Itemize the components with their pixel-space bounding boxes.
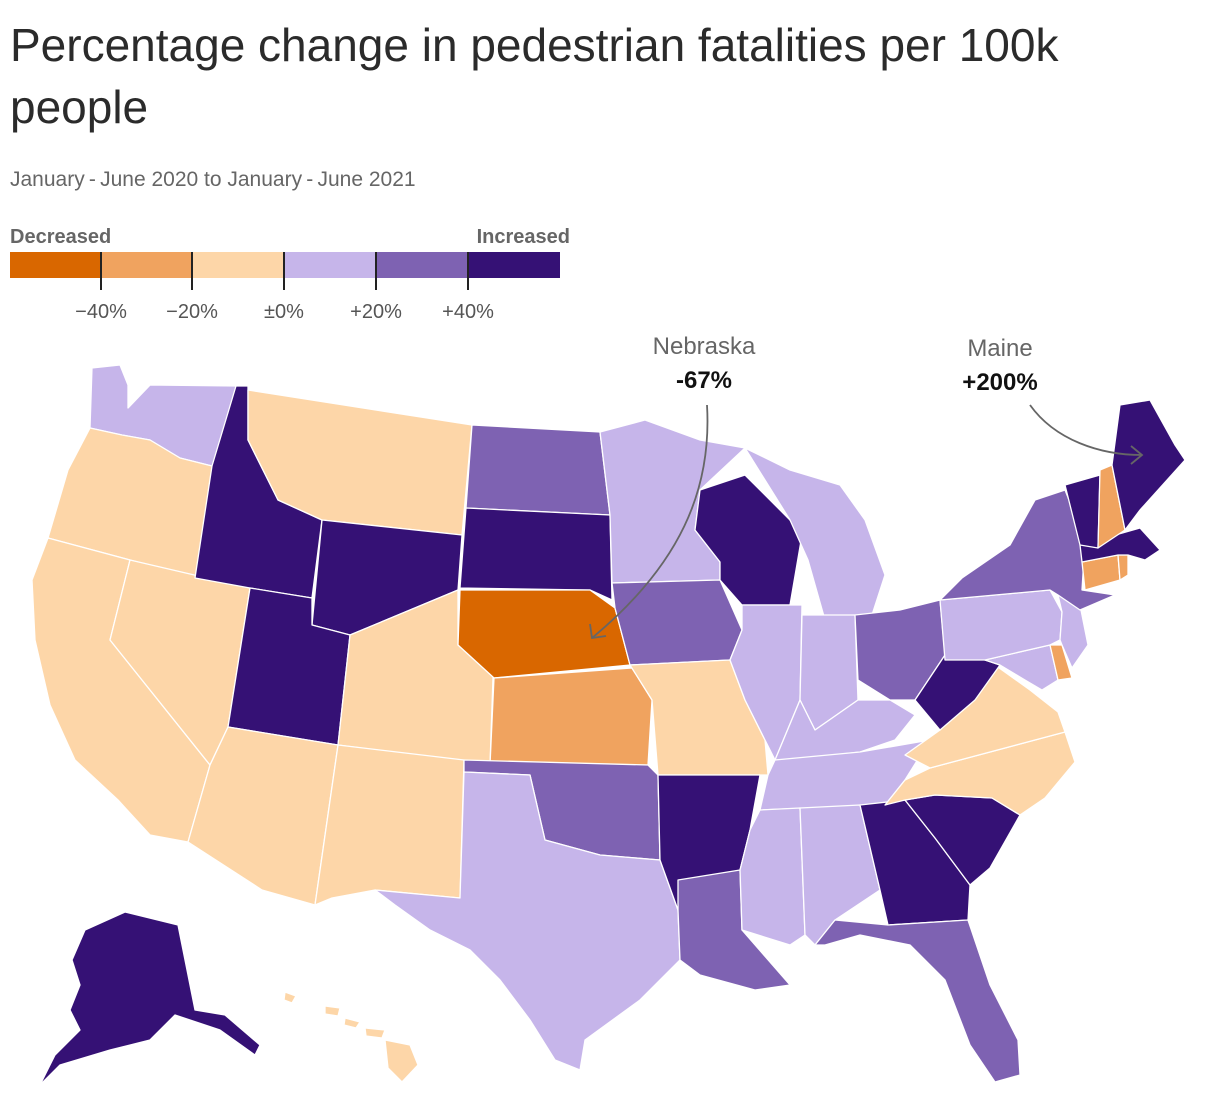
legend-tick-mark	[100, 252, 102, 290]
legend-color-bar	[10, 252, 561, 278]
nebraska-callout-name: Nebraska	[653, 333, 756, 360]
nebraska-callout-value: -67%	[676, 367, 732, 394]
maine-callout-value: +200%	[962, 369, 1037, 396]
nebraska-callout-arrow	[591, 404, 709, 639]
nebraska-callout: Nebraska -67%	[589, 333, 756, 640]
chart-title: Percentage change in pedestrian fataliti…	[10, 19, 1059, 133]
state-nm[interactable]	[314, 744, 465, 906]
state-ri[interactable]	[1117, 554, 1129, 581]
state-ne[interactable]	[457, 589, 631, 679]
state-nc[interactable]	[884, 731, 1076, 816]
state-ny[interactable]	[939, 489, 1116, 611]
legend-tick-label: ±0%	[264, 301, 304, 323]
legend-tick-mark	[283, 252, 285, 290]
legend-swatch-3	[193, 252, 286, 278]
state-sd[interactable]	[459, 507, 613, 601]
legend-tick-label: −20%	[166, 301, 218, 323]
legend-swatch-5	[376, 252, 469, 278]
nebraska-callout-arrowhead	[589, 623, 607, 640]
legend-tick-label: −40%	[75, 301, 127, 323]
state-me[interactable]	[1111, 399, 1186, 531]
maine-callout: Maine +200%	[962, 335, 1144, 465]
legend-swatch-1	[10, 252, 102, 278]
state-tx[interactable]	[374, 771, 681, 1071]
legend-swatch-4	[285, 252, 377, 278]
state-ia[interactable]	[611, 579, 743, 666]
maine-callout-arrow	[1029, 404, 1143, 456]
legend-tick-label: +20%	[350, 301, 402, 323]
state-nd[interactable]	[465, 424, 611, 516]
state-hi[interactable]	[283, 991, 419, 1083]
legend-swatch-6	[468, 252, 561, 278]
legend-swatch-2	[101, 252, 194, 278]
legend-low-label: Decreased	[10, 226, 112, 248]
legend-high-label: Increased	[476, 226, 570, 248]
maine-callout-arrowhead	[1130, 445, 1144, 465]
maine-callout-name: Maine	[967, 335, 1032, 362]
state-pa[interactable]	[939, 589, 1063, 661]
legend-tick-mark	[191, 252, 193, 290]
legend-tick-mark	[467, 252, 469, 290]
state-ks[interactable]	[489, 667, 653, 766]
chart-subtitle: January - June 2020 to January - June 20…	[10, 168, 416, 191]
state-ak[interactable]	[39, 911, 261, 1086]
state-fl[interactable]	[814, 919, 1021, 1083]
state-de[interactable]	[1049, 644, 1073, 681]
us-states-map: Nebraska -67% Maine +200%	[31, 333, 1186, 1086]
color-legend: Decreased Increased −40% −20% ±0% +20% +…	[10, 226, 570, 326]
state-ma[interactable]	[1079, 527, 1161, 563]
state-nj[interactable]	[1057, 594, 1089, 669]
state-mi[interactable]	[744, 447, 886, 621]
legend-tick-mark	[375, 252, 377, 290]
legend-tick-label: +40%	[442, 301, 494, 323]
